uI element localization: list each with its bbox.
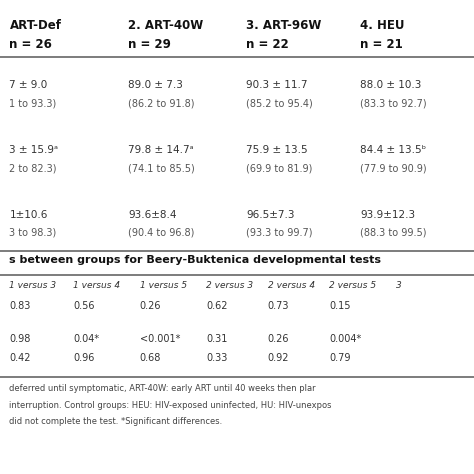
Text: 0.79: 0.79 — [329, 353, 351, 363]
Text: 93.6±8.4: 93.6±8.4 — [128, 210, 176, 219]
Text: deferred until symptomatic, ART-40W: early ART until 40 weeks then plar: deferred until symptomatic, ART-40W: ear… — [9, 384, 316, 393]
Text: 1±10.6: 1±10.6 — [9, 210, 48, 219]
Text: 3 ± 15.9ᵃ: 3 ± 15.9ᵃ — [9, 145, 58, 155]
Text: (74.1 to 85.5): (74.1 to 85.5) — [128, 163, 195, 173]
Text: 0.33: 0.33 — [206, 353, 228, 363]
Text: 0.15: 0.15 — [329, 301, 351, 311]
Text: 96.5±7.3: 96.5±7.3 — [246, 210, 295, 219]
Text: (90.4 to 96.8): (90.4 to 96.8) — [128, 228, 194, 238]
Text: 0.92: 0.92 — [268, 353, 289, 363]
Text: 1 to 93.3): 1 to 93.3) — [9, 98, 57, 108]
Text: 90.3 ± 11.7: 90.3 ± 11.7 — [246, 80, 308, 90]
Text: did not complete the test. *Significant differences.: did not complete the test. *Significant … — [9, 417, 223, 426]
Text: 0.68: 0.68 — [140, 353, 161, 363]
Text: 3. ART-96W: 3. ART-96W — [246, 19, 322, 32]
Text: 2. ART-40W: 2. ART-40W — [128, 19, 203, 32]
Text: 79.8 ± 14.7ᵃ: 79.8 ± 14.7ᵃ — [128, 145, 193, 155]
Text: 1 versus 3: 1 versus 3 — [9, 281, 56, 290]
Text: 0.96: 0.96 — [73, 353, 95, 363]
Text: 2 versus 5: 2 versus 5 — [329, 281, 376, 290]
Text: 2 versus 3: 2 versus 3 — [206, 281, 253, 290]
Text: n = 22: n = 22 — [246, 38, 289, 51]
Text: 0.04*: 0.04* — [73, 334, 100, 344]
Text: (85.2 to 95.4): (85.2 to 95.4) — [246, 98, 313, 108]
Text: 0.004*: 0.004* — [329, 334, 362, 344]
Text: 75.9 ± 13.5: 75.9 ± 13.5 — [246, 145, 308, 155]
Text: n = 21: n = 21 — [360, 38, 403, 51]
Text: s between groups for Beery-Buktenica developmental tests: s between groups for Beery-Buktenica dev… — [9, 255, 382, 265]
Text: interruption. Control groups: HEU: HIV-exposed uninfected, HU: HIV-unexpos: interruption. Control groups: HEU: HIV-e… — [9, 401, 332, 410]
Text: <0.001*: <0.001* — [140, 334, 180, 344]
Text: 0.26: 0.26 — [268, 334, 289, 344]
Text: (93.3 to 99.7): (93.3 to 99.7) — [246, 228, 313, 238]
Text: 84.4 ± 13.5ᵇ: 84.4 ± 13.5ᵇ — [360, 145, 427, 155]
Text: 0.98: 0.98 — [9, 334, 31, 344]
Text: 0.42: 0.42 — [9, 353, 31, 363]
Text: 0.56: 0.56 — [73, 301, 95, 311]
Text: 88.0 ± 10.3: 88.0 ± 10.3 — [360, 80, 421, 90]
Text: 2 to 82.3): 2 to 82.3) — [9, 163, 57, 173]
Text: n = 26: n = 26 — [9, 38, 52, 51]
Text: 2 versus 4: 2 versus 4 — [268, 281, 315, 290]
Text: (83.3 to 92.7): (83.3 to 92.7) — [360, 98, 427, 108]
Text: (86.2 to 91.8): (86.2 to 91.8) — [128, 98, 194, 108]
Text: (69.9 to 81.9): (69.9 to 81.9) — [246, 163, 313, 173]
Text: 3: 3 — [396, 281, 401, 290]
Text: 7 ± 9.0: 7 ± 9.0 — [9, 80, 48, 90]
Text: 89.0 ± 7.3: 89.0 ± 7.3 — [128, 80, 183, 90]
Text: ART-Def: ART-Def — [9, 19, 62, 32]
Text: 0.62: 0.62 — [206, 301, 228, 311]
Text: n = 29: n = 29 — [128, 38, 171, 51]
Text: 3 to 98.3): 3 to 98.3) — [9, 228, 57, 238]
Text: 93.9±12.3: 93.9±12.3 — [360, 210, 415, 219]
Text: (88.3 to 99.5): (88.3 to 99.5) — [360, 228, 427, 238]
Text: 0.26: 0.26 — [140, 301, 161, 311]
Text: 1 versus 5: 1 versus 5 — [140, 281, 187, 290]
Text: 0.73: 0.73 — [268, 301, 289, 311]
Text: (77.9 to 90.9): (77.9 to 90.9) — [360, 163, 427, 173]
Text: 1 versus 4: 1 versus 4 — [73, 281, 120, 290]
Text: 0.83: 0.83 — [9, 301, 31, 311]
Text: 0.31: 0.31 — [206, 334, 228, 344]
Text: 4. HEU: 4. HEU — [360, 19, 405, 32]
